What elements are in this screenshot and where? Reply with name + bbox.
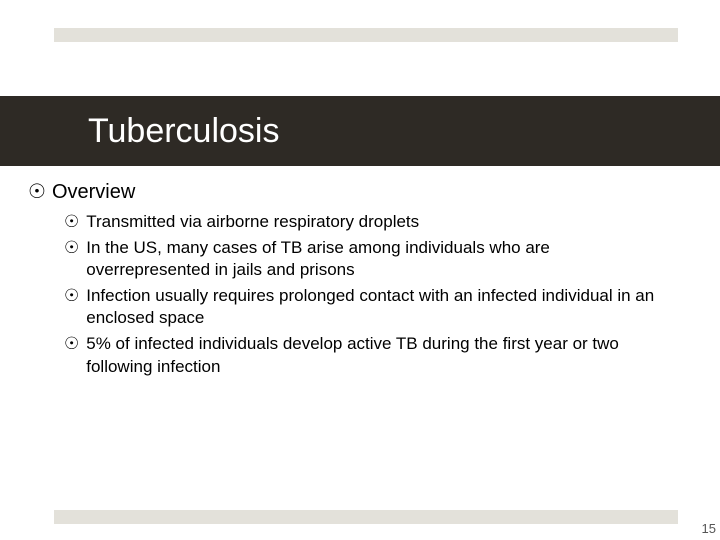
list-item-text: In the US, many cases of TB arise among … (86, 237, 676, 281)
list-item: ☉ 5% of infected individuals develop act… (64, 333, 696, 377)
bullet-icon: ☉ (28, 180, 46, 205)
title-block: Tuberculosis (0, 96, 720, 166)
bullet-icon: ☉ (64, 333, 79, 355)
list-item-text: Infection usually requires prolonged con… (86, 285, 676, 329)
list-item: ☉ In the US, many cases of TB arise amon… (64, 237, 696, 281)
bullet-icon: ☉ (64, 211, 79, 233)
list-item-text: Transmitted via airborne respiratory dro… (86, 211, 419, 233)
list-item: ☉ Infection usually requires prolonged c… (64, 285, 696, 329)
bottom-decorative-bar (54, 510, 678, 524)
bullet-icon: ☉ (64, 237, 79, 259)
content-area: ☉ Overview ☉ Transmitted via airborne re… (28, 180, 696, 382)
slide-title: Tuberculosis (88, 112, 279, 151)
slide: Tuberculosis ☉ Overview ☉ Transmitted vi… (0, 0, 720, 540)
page-number: 15 (702, 521, 716, 536)
list-item-text: 5% of infected individuals develop activ… (86, 333, 676, 377)
overview-sublist: ☉ Transmitted via airborne respiratory d… (64, 211, 696, 378)
top-decorative-bar (54, 28, 678, 42)
list-item: ☉ Transmitted via airborne respiratory d… (64, 211, 696, 233)
bullet-icon: ☉ (64, 285, 79, 307)
overview-heading: Overview (52, 180, 135, 205)
overview-heading-row: ☉ Overview (28, 180, 696, 205)
